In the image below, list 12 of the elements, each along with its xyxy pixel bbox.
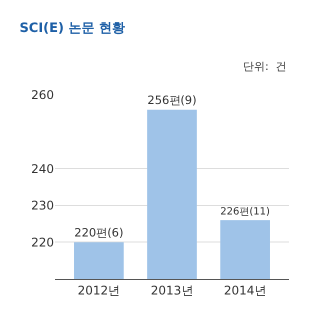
x-tick-label: 2013년 xyxy=(150,283,194,298)
y-tick-label: 220 xyxy=(31,235,54,250)
x-tick-label: 2012년 xyxy=(78,283,120,298)
x-tick-label: 2014년 xyxy=(224,283,266,298)
y-tick-label: 240 xyxy=(31,162,54,176)
y-tick-label: 230 xyxy=(31,198,54,213)
chart-title: SCI(E) 논문 현황 xyxy=(19,20,126,36)
data-label: 256편(9) xyxy=(147,92,197,107)
y-tick-label: 260 xyxy=(31,88,54,102)
data-label: 226편(11) xyxy=(220,206,270,218)
data-label: 220편(6) xyxy=(74,225,124,240)
text: 단위: 건 xyxy=(243,60,287,73)
